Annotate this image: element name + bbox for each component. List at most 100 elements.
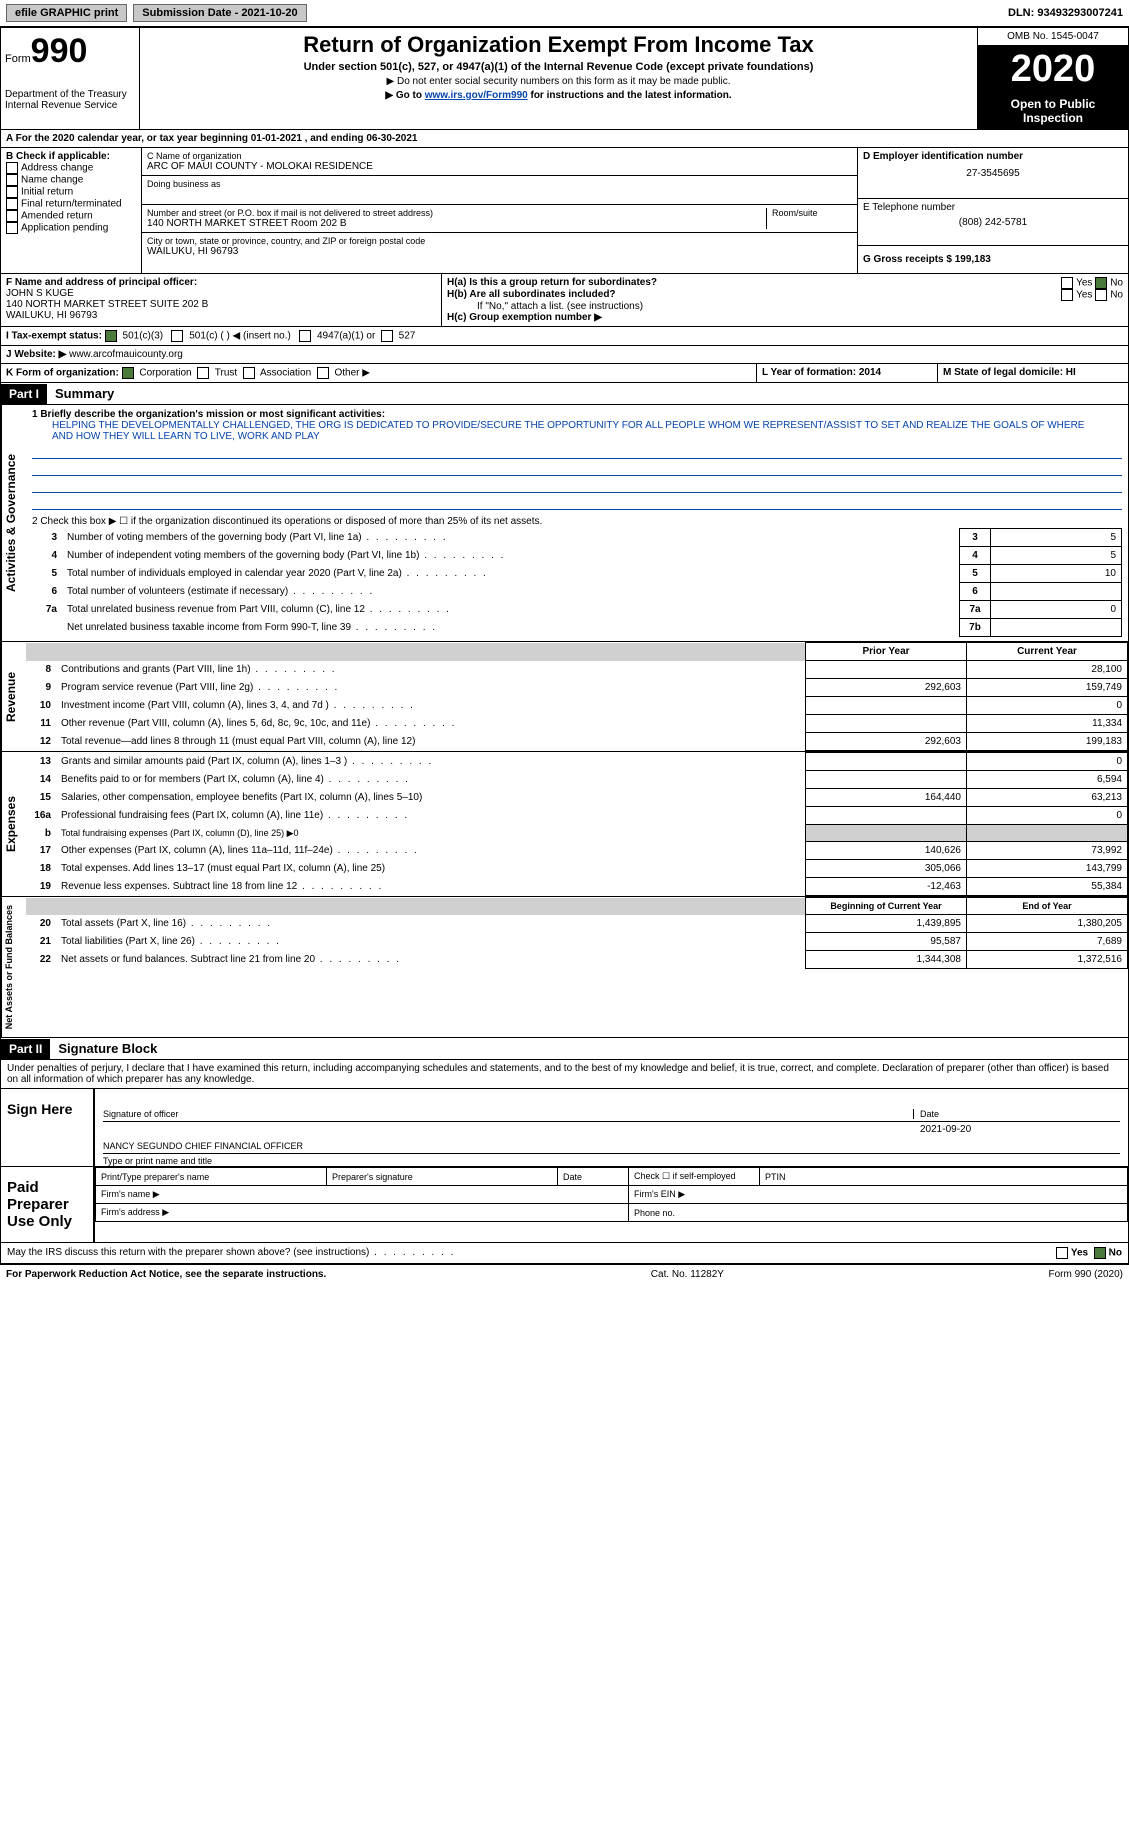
chk-pending[interactable] <box>6 222 18 234</box>
room-label: Room/suite <box>766 208 852 229</box>
chk-name[interactable] <box>6 174 18 186</box>
hb-label: H(b) Are all subordinates included? <box>447 289 616 301</box>
form-note1: ▶ Do not enter social security numbers o… <box>148 76 969 87</box>
form-ref: Form 990 (2020) <box>1049 1269 1123 1280</box>
rev-table: Prior YearCurrent Year 8Contributions an… <box>26 642 1128 751</box>
org-name: ARC OF MAUI COUNTY - MOLOKAI RESIDENCE <box>147 161 852 172</box>
type-name-label: Type or print name and title <box>95 1156 1128 1166</box>
sign-here-label: Sign Here <box>1 1089 93 1166</box>
officer-addr: 140 NORTH MARKET STREET SUITE 202 B <box>6 299 436 310</box>
governance-section: Activities & Governance 1 Briefly descri… <box>0 405 1129 642</box>
efile-button[interactable]: efile GRAPHIC print <box>6 4 127 22</box>
chk-527[interactable] <box>381 330 393 342</box>
irs-label: Internal Revenue Service <box>5 100 135 111</box>
paperwork-notice: For Paperwork Reduction Act Notice, see … <box>6 1269 326 1280</box>
officer-name: JOHN S KUGE <box>6 288 436 299</box>
line2-label: 2 Check this box ▶ ☐ if the organization… <box>32 516 1122 527</box>
form-subtitle: Under section 501(c), 527, or 4947(a)(1)… <box>148 61 969 73</box>
dln-label: DLN: 93493293007241 <box>1008 7 1123 19</box>
city-label: City or town, state or province, country… <box>147 236 852 246</box>
declaration: Under penalties of perjury, I declare th… <box>0 1060 1129 1089</box>
ha-label: H(a) Is this a group return for subordin… <box>447 277 657 289</box>
website: www.arcofmauicounty.org <box>66 349 183 360</box>
net-vert-label: Net Assets or Fund Balances <box>1 897 26 1037</box>
form-number: 990 <box>31 32 88 70</box>
part1-badge: Part I <box>1 384 47 404</box>
street-address: 140 NORTH MARKET STREET Room 202 B <box>147 218 766 229</box>
e-label: E Telephone number <box>863 202 1123 213</box>
chk-trust[interactable] <box>197 367 209 379</box>
hb-yes[interactable] <box>1061 289 1073 301</box>
part1-title: Summary <box>47 383 122 404</box>
chk-501c3[interactable] <box>105 330 117 342</box>
hb-note: If "No," attach a list. (see instruction… <box>447 301 1123 312</box>
part2-title: Signature Block <box>50 1038 165 1059</box>
expenses-section: Expenses 13Grants and similar amounts pa… <box>0 752 1129 897</box>
c-label: C Name of organization <box>147 151 852 161</box>
hc-label: H(c) Group exemption number ▶ <box>447 312 1123 323</box>
netassets-section: Net Assets or Fund Balances Beginning of… <box>0 897 1129 1038</box>
tax-year: 2020 <box>978 46 1128 93</box>
irs-discuss: May the IRS discuss this return with the… <box>7 1247 455 1259</box>
discuss-no[interactable] <box>1094 1247 1106 1259</box>
l-year: L Year of formation: 2014 <box>757 364 938 382</box>
rev-vert-label: Revenue <box>1 642 26 751</box>
gov-vert-label: Activities & Governance <box>1 405 26 641</box>
b-label: B Check if applicable: <box>6 151 136 162</box>
chk-final[interactable] <box>6 198 18 210</box>
ha-no[interactable] <box>1095 277 1107 289</box>
page-footer: For Paperwork Reduction Act Notice, see … <box>0 1264 1129 1284</box>
cat-no: Cat. No. 11282Y <box>651 1269 724 1280</box>
hb-no[interactable] <box>1095 289 1107 301</box>
paid-preparer-block: Paid Preparer Use Only Print/Type prepar… <box>0 1167 1129 1243</box>
chk-assoc[interactable] <box>243 367 255 379</box>
chk-initial[interactable] <box>6 186 18 198</box>
ha-yes[interactable] <box>1061 277 1073 289</box>
sign-date: 2021-09-20 <box>914 1124 1120 1135</box>
revenue-section: Revenue Prior YearCurrent Year 8Contribu… <box>0 642 1129 752</box>
section-f-h: F Name and address of principal officer:… <box>0 274 1129 327</box>
phone: (808) 242-5781 <box>863 217 1123 228</box>
dba-label: Doing business as <box>147 179 852 189</box>
chk-amended[interactable] <box>6 210 18 222</box>
mission-text: HELPING THE DEVELOPMENTALLY CHALLENGED, … <box>32 420 1122 442</box>
d-label: D Employer identification number <box>863 151 1123 162</box>
form-note2a: ▶ Go to <box>385 90 424 101</box>
exp-table: 13Grants and similar amounts paid (Part … <box>26 752 1128 896</box>
sig-officer-label: Signature of officer <box>103 1109 913 1119</box>
chk-corp[interactable] <box>122 367 134 379</box>
addr-label: Number and street (or P.O. box if mail i… <box>147 208 766 218</box>
section-b-to-g: B Check if applicable: Address change Na… <box>0 148 1129 274</box>
submission-date: Submission Date - 2021-10-20 <box>133 4 306 22</box>
omb-number: OMB No. 1545-0047 <box>978 28 1128 46</box>
chk-other[interactable] <box>317 367 329 379</box>
form-note2b: for instructions and the latest informat… <box>528 90 732 101</box>
irs-link[interactable]: www.irs.gov/Form990 <box>425 90 528 101</box>
discuss-yes[interactable] <box>1056 1247 1068 1259</box>
j-label: J Website: ▶ <box>6 349 66 360</box>
officer-signed-name: NANCY SEGUNDO CHIEF FINANCIAL OFFICER <box>103 1141 303 1151</box>
part2-badge: Part II <box>1 1039 50 1059</box>
form-title: Return of Organization Exempt From Incom… <box>148 32 969 58</box>
line1-label: 1 Briefly describe the organization's mi… <box>32 409 1122 420</box>
officer-city: WAILUKU, HI 96793 <box>6 310 436 321</box>
public-inspection: Open to Public Inspection <box>978 93 1128 129</box>
chk-4947[interactable] <box>299 330 311 342</box>
row-a: A For the 2020 calendar year, or tax yea… <box>1 130 1128 147</box>
form-label: Form <box>5 53 31 65</box>
f-label: F Name and address of principal officer: <box>6 277 436 288</box>
chk-address[interactable] <box>6 162 18 174</box>
gov-table: 3Number of voting members of the governi… <box>32 528 1122 637</box>
g-label: G Gross receipts $ 199,183 <box>863 254 1123 265</box>
sign-here-block: Sign Here Signature of officerDate 2021-… <box>0 1089 1129 1167</box>
city-state: WAILUKU, HI 96793 <box>147 246 852 257</box>
net-table: Beginning of Current YearEnd of Year 20T… <box>26 897 1128 969</box>
m-state: M State of legal domicile: HI <box>938 364 1128 382</box>
chk-501c[interactable] <box>171 330 183 342</box>
form-header: Form990 Department of the Treasury Inter… <box>0 27 1129 130</box>
top-toolbar: efile GRAPHIC print Submission Date - 20… <box>0 0 1129 27</box>
exp-vert-label: Expenses <box>1 752 26 896</box>
dept-label: Department of the Treasury <box>5 89 135 100</box>
i-label: I Tax-exempt status: <box>6 331 102 342</box>
paid-preparer-label: Paid Preparer Use Only <box>1 1167 93 1242</box>
